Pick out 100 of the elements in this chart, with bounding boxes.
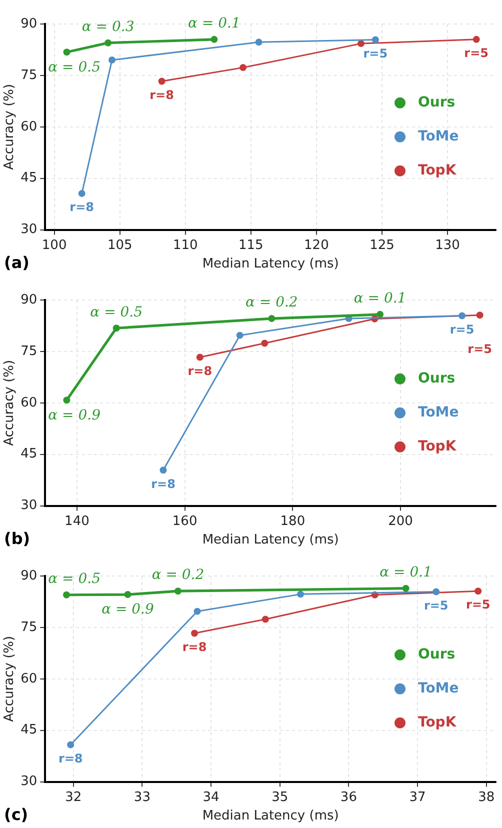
y-axis-title: Accuracy (%) <box>2 84 18 170</box>
annotation: α = 0.5 <box>48 59 101 76</box>
x-tick-label: 180 <box>280 514 306 529</box>
point <box>472 36 480 43</box>
point <box>194 608 201 615</box>
point <box>63 48 70 56</box>
annotation: α = 0.5 <box>48 571 101 588</box>
x-axis-title: Median Latency (ms) <box>202 808 339 824</box>
point <box>112 324 120 332</box>
legend-label: Ours <box>418 94 456 111</box>
point <box>372 36 379 44</box>
point <box>174 588 182 595</box>
point <box>358 40 365 48</box>
y-axis-title: Accuracy (%) <box>2 360 18 446</box>
annotation: r=5 <box>468 342 492 356</box>
legend-label: Ours <box>418 370 456 387</box>
annotation: r=8 <box>188 364 212 378</box>
point <box>196 354 204 361</box>
point <box>191 630 198 637</box>
annotation: α = 0.3 <box>82 19 134 36</box>
annotation: α = 0.2 <box>152 567 204 584</box>
x-tick-label: 105 <box>107 238 132 253</box>
point <box>262 616 269 623</box>
x-tick-label: 34 <box>202 790 220 805</box>
point <box>474 588 482 595</box>
legend-label: Ours <box>418 646 456 663</box>
annotation: r=8 <box>150 88 174 102</box>
y-tick-label: 60 <box>20 119 38 134</box>
point <box>402 584 410 592</box>
point <box>255 38 262 46</box>
legend-label: TopK <box>418 438 458 455</box>
x-tick-label: 160 <box>172 514 198 529</box>
y-tick-label: 75 <box>20 620 38 635</box>
y-tick-label: 75 <box>20 68 38 83</box>
x-tick-label: 130 <box>435 238 460 253</box>
text: (b) <box>4 529 30 548</box>
point <box>297 590 304 598</box>
y-tick-label: 45 <box>20 170 38 186</box>
legend-label: ToMe <box>418 128 459 145</box>
point <box>63 396 70 404</box>
point <box>432 588 440 596</box>
y-tick-label: 60 <box>20 671 38 686</box>
annotation: r=8 <box>58 751 83 766</box>
x-axis-title: Median Latency (ms) <box>202 256 339 272</box>
point <box>124 591 132 598</box>
annotation: r=8 <box>151 476 176 491</box>
point <box>78 190 86 197</box>
annotation: r=5 <box>464 46 489 60</box>
annotation: α = 0.2 <box>245 294 298 311</box>
x-tick-label: 36 <box>340 790 357 805</box>
y-tick-label: 30 <box>20 774 38 790</box>
point <box>476 312 484 319</box>
y-tick-label: 90 <box>20 292 38 308</box>
annotation: r=5 <box>363 46 388 60</box>
y-tick-label: 90 <box>20 568 38 584</box>
point <box>160 466 167 474</box>
y-tick-label: 45 <box>20 722 38 738</box>
x-tick-label: 120 <box>304 238 329 253</box>
annotation: α = 0.1 <box>380 564 432 580</box>
x-tick-label: 200 <box>388 514 413 529</box>
annotation: α = 0.9 <box>48 407 101 424</box>
point <box>210 36 218 43</box>
point <box>67 741 74 748</box>
annotation: r=5 <box>466 598 490 612</box>
x-tick-label: 125 <box>370 238 394 253</box>
point <box>236 332 244 339</box>
x-tick-label: 140 <box>64 514 90 529</box>
annotation: r=8 <box>70 200 94 214</box>
legend-label: TopK <box>418 162 458 179</box>
point <box>376 310 384 318</box>
x-tick-label: 115 <box>238 238 264 253</box>
annotation: α = 0.1 <box>354 290 406 307</box>
y-tick-label: 60 <box>20 395 38 410</box>
point <box>104 39 112 46</box>
point <box>240 64 247 72</box>
y-tick-label: 90 <box>20 16 38 32</box>
legend-label: ToMe <box>418 404 459 421</box>
x-tick-label: 38 <box>478 790 495 805</box>
y-tick-label: 30 <box>20 498 38 514</box>
x-tick-label: 32 <box>65 790 82 805</box>
point <box>62 591 70 598</box>
point <box>158 78 166 85</box>
y-tick-label: 30 <box>20 222 38 238</box>
y-tick-label: 75 <box>20 344 38 359</box>
x-tick-label: 35 <box>272 790 288 805</box>
x-tick-label: 110 <box>172 238 198 253</box>
y-axis-title: Accuracy (%) <box>2 636 18 722</box>
text: (a) <box>4 253 30 272</box>
point <box>268 315 276 322</box>
text: (c) <box>4 805 28 824</box>
annotation: α = 0.9 <box>102 602 154 618</box>
annotation: r=5 <box>450 322 474 336</box>
point <box>108 56 116 64</box>
annotation: r=8 <box>182 640 207 654</box>
x-tick-label: 33 <box>134 790 150 805</box>
legend-label: TopK <box>418 714 458 731</box>
y-tick-label: 45 <box>20 446 38 462</box>
x-tick-label: 37 <box>409 790 426 805</box>
point <box>458 312 466 320</box>
annotation: r=5 <box>424 598 448 612</box>
